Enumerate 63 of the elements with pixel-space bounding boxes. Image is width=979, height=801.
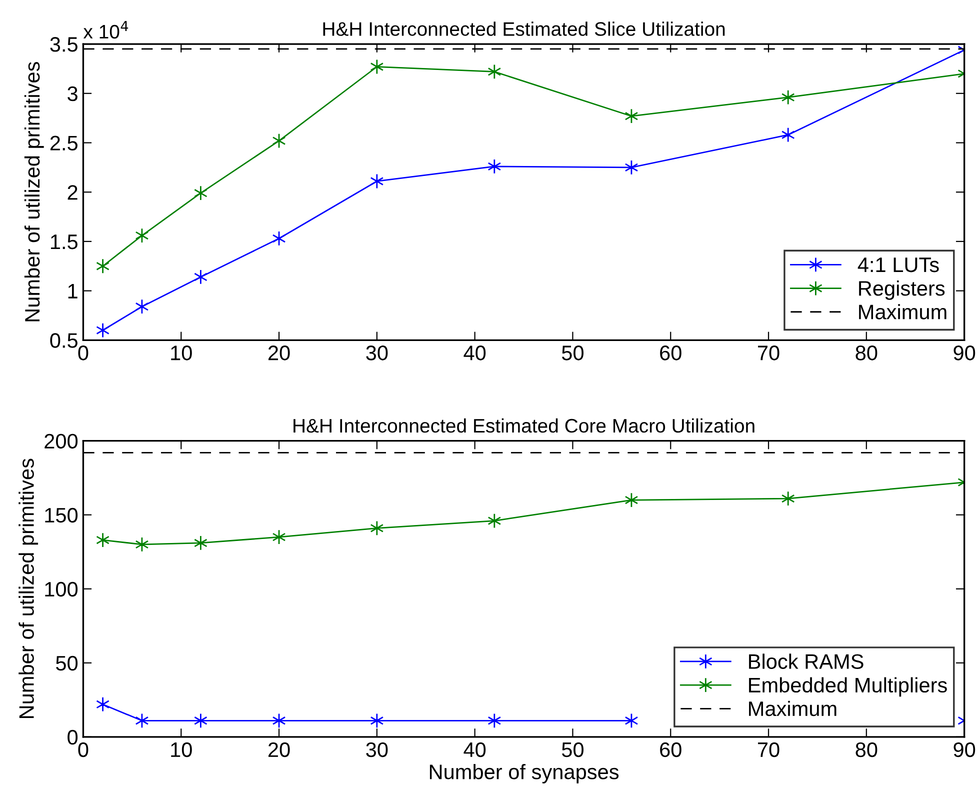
y-tick-label: 150 [45, 508, 78, 523]
point [781, 127, 795, 142]
point [781, 90, 795, 105]
x-tick-label: 80 [856, 346, 878, 360]
point [194, 712, 208, 728]
legend-label: 4:1 LUTs [858, 258, 939, 272]
x-tick-label: 40 [464, 346, 486, 360]
point [96, 322, 110, 338]
x-axis-title: Number of synapses [430, 764, 619, 784]
point [96, 532, 110, 548]
x-tick-label: 40 [464, 742, 486, 758]
x-tick-label: 60 [660, 742, 682, 758]
y-tick-label: 3.5 [50, 37, 78, 52]
x-tick-label: 0 [78, 346, 88, 360]
x-tick-label: 10 [171, 742, 192, 758]
x-tick-label: 50 [562, 742, 584, 758]
y-tick-label: 100 [45, 582, 78, 597]
point [96, 696, 110, 712]
x-tick-label: 20 [268, 346, 290, 360]
x-tick-label: 30 [366, 742, 388, 758]
x-tick-label: 60 [660, 346, 682, 360]
x-tick-label: 80 [856, 742, 878, 758]
x-tick-label: 90 [954, 742, 976, 758]
legend-label: Maximum [749, 700, 836, 716]
x-tick-label: 20 [268, 742, 290, 758]
y-tick-label: 0 [68, 730, 78, 745]
x-tick-label: 10 [171, 346, 192, 360]
y-tick-label: 3 [68, 86, 78, 102]
x-tick-label: 0 [78, 742, 88, 758]
y-tick-label: 2 [68, 185, 78, 200]
point [488, 64, 502, 80]
y-tick-label: 1 [68, 284, 78, 298]
y-axis-title: Number of utilized primitives [24, 62, 44, 322]
y-tick-label: 200 [44, 434, 78, 449]
text: x 10$^{4}$ [83, 21, 128, 39]
x-tick-label: 70 [758, 346, 780, 360]
point [781, 490, 795, 506]
legend-label: Embedded Multipliers [749, 677, 947, 697]
point [194, 185, 208, 201]
point [488, 513, 502, 528]
legend-label: Registers [859, 280, 945, 300]
y-axis-title: Number of utilized primitives [18, 458, 38, 718]
point [96, 258, 110, 274]
point [370, 174, 384, 189]
y-tick-label: 0.5 [50, 333, 78, 348]
y-tick-label: 1.5 [50, 234, 78, 250]
point [488, 158, 502, 174]
legend-label: Maximum [859, 304, 946, 320]
point [370, 520, 384, 536]
chart-title: H&H Interconnected Estimated Core Macro Utilization [294, 418, 754, 433]
y-tick-label: 50 [56, 656, 78, 671]
y-tick-label: 2.5 [50, 136, 78, 151]
x-tick-label: 70 [758, 742, 780, 758]
point [194, 269, 208, 285]
x-tick-label: 90 [954, 346, 976, 360]
x-tick-label: 50 [562, 346, 584, 360]
legend-label: Block RAMS [749, 654, 864, 669]
x-tick-label: 30 [366, 346, 388, 360]
point [488, 712, 502, 728]
chart-title: H&H Interconnected Estimated Slice Utilization [323, 22, 725, 36]
point [370, 712, 384, 728]
point [194, 535, 208, 551]
point [370, 59, 384, 74]
